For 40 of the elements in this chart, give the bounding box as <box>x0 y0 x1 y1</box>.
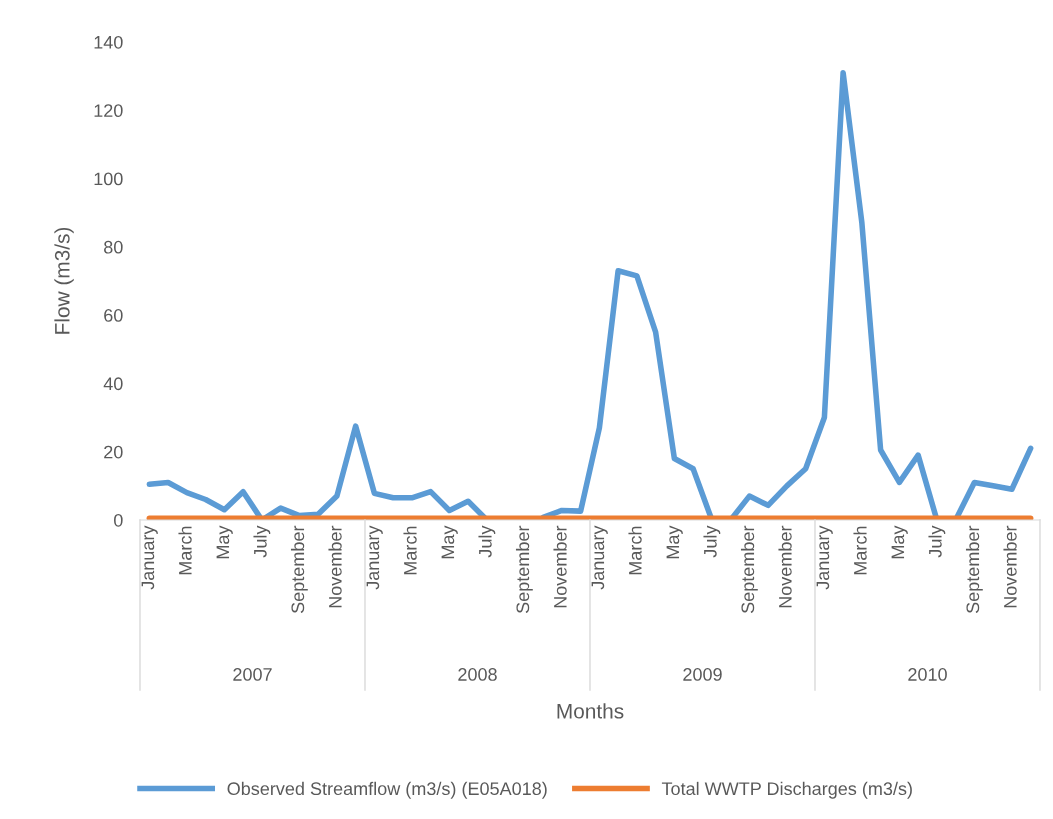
x-tick-label: May <box>441 525 458 559</box>
y-tick-label: 40 <box>103 377 123 391</box>
y-tick-label: 60 <box>104 309 123 322</box>
x-tick-label: May <box>216 525 233 559</box>
x-tick-label: September <box>740 525 758 614</box>
y-tick-label: 80 <box>104 240 123 254</box>
x-tick-label: May <box>891 525 908 559</box>
x-axis-title: Months <box>557 703 624 719</box>
x-tick-label: March <box>403 526 417 575</box>
text: 2008 <box>458 668 497 681</box>
x-tick-label: March <box>628 526 642 575</box>
x-tick-label: September <box>515 525 533 614</box>
x-tick-label: July <box>478 525 496 558</box>
x-tick-label: May <box>666 525 683 559</box>
text: 2009 <box>683 668 722 681</box>
legend-label: Observed Streamflow (m3/s) (E05A018) <box>227 781 547 799</box>
text: 2010 <box>908 668 947 681</box>
x-tick-label: November <box>328 525 342 608</box>
x-tick-label: January <box>591 525 608 590</box>
x-tick-label: July <box>703 525 721 558</box>
legend-label: Total WWTP Discharges (m3/s) <box>661 781 912 799</box>
text: 2007 <box>233 668 272 681</box>
x-tick-label: September <box>290 525 308 614</box>
x-tick-label: November <box>778 525 792 608</box>
y-tick-label: 140 <box>94 35 123 49</box>
x-tick-label: January <box>816 525 833 590</box>
x-tick-label: March <box>853 526 867 575</box>
x-tick-label: March <box>178 526 192 575</box>
x-tick-label: November <box>553 525 567 608</box>
y-tick-label: 0 <box>114 513 123 527</box>
y-tick-label: 100 <box>94 172 123 186</box>
y-axis-title: Flow (m3/s) <box>54 227 74 334</box>
x-tick-label: November <box>1003 525 1017 608</box>
x-tick-label: July <box>253 525 271 558</box>
y-tick-label: 20 <box>104 445 123 459</box>
x-tick-label: January <box>141 525 158 590</box>
y-tick-label: 120 <box>94 104 123 118</box>
x-tick-label: January <box>366 525 383 590</box>
x-tick-label: July <box>928 525 946 558</box>
x-tick-label: September <box>965 525 983 614</box>
